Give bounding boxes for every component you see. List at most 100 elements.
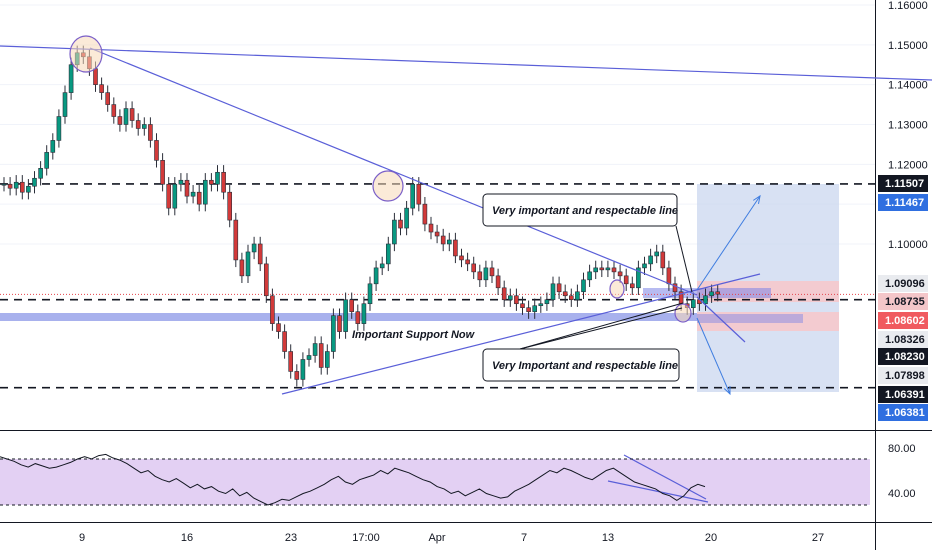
ascending-trendline xyxy=(281,273,761,395)
candle-body xyxy=(495,275,501,289)
entry-box-upper xyxy=(643,288,771,298)
price-tag-box xyxy=(878,386,928,403)
pivot-circle-mid xyxy=(372,170,404,202)
price-tag-label: 1.08230 xyxy=(885,351,925,363)
candle-body xyxy=(233,219,239,261)
price-tag-label: 1.06381 xyxy=(885,407,925,419)
candles xyxy=(1,45,721,387)
time-ticks: 9 16 23 17:00 Apr 7 13 20 27 xyxy=(79,532,824,544)
candle-body xyxy=(203,179,208,205)
candle-body xyxy=(575,291,580,301)
candle-body xyxy=(300,359,306,380)
callout-text-top: Very important and respectable line xyxy=(492,205,678,217)
candle-body xyxy=(617,271,623,277)
candle-body xyxy=(459,255,464,261)
candle-body xyxy=(184,179,190,197)
candle-body xyxy=(68,64,74,93)
callout-pointer-bottom-b xyxy=(519,307,683,350)
candle-body xyxy=(44,152,50,169)
candle-body xyxy=(599,267,605,271)
candle-body xyxy=(593,267,599,273)
candle-body xyxy=(50,140,56,153)
candle-body xyxy=(410,183,416,209)
candle-body xyxy=(349,299,355,312)
candle-body xyxy=(148,124,153,141)
price-tag-box xyxy=(878,331,928,348)
price-tags: 1.11507 1.11467 1.09096 1.08735 1.08602 1.083… xyxy=(878,175,928,421)
rsi-tick-label: 80.00 xyxy=(888,443,916,455)
candle-body xyxy=(392,219,397,245)
price-tick-label: 1.16000 xyxy=(888,0,928,12)
price-tag-box xyxy=(878,175,928,192)
candle-body xyxy=(367,283,373,305)
candle-body xyxy=(471,263,477,273)
up-arrow-head xyxy=(753,194,761,204)
candle-body xyxy=(373,267,379,285)
pivot-circle-recent xyxy=(674,303,692,323)
candle-body xyxy=(123,108,129,125)
down-arrow xyxy=(696,317,731,395)
candle-body xyxy=(636,267,641,289)
candle-body xyxy=(526,307,531,312)
drawings xyxy=(0,35,932,503)
candle-body xyxy=(7,183,13,189)
time-tick-label: 16 xyxy=(181,532,193,544)
candle-body xyxy=(568,295,574,301)
zones xyxy=(0,183,875,505)
candle-body xyxy=(337,315,342,332)
price-tag-box xyxy=(878,275,928,292)
candle-body xyxy=(331,315,336,352)
price-tick-label: 1.10000 xyxy=(888,239,928,251)
candle-body xyxy=(605,267,611,271)
time-tick-label: 13 xyxy=(602,532,614,544)
candle-body xyxy=(422,203,428,225)
candle-body xyxy=(398,219,403,229)
candle-body xyxy=(160,160,165,185)
candle-body xyxy=(56,116,62,141)
candle-body xyxy=(514,295,519,305)
price-tick-label: 1.14000 xyxy=(888,80,928,92)
candle-body xyxy=(318,343,324,368)
time-tick-label: 7 xyxy=(521,532,527,544)
candle-body xyxy=(703,295,708,305)
time-tick-label: 20 xyxy=(705,532,717,544)
pivot-circle-high xyxy=(69,35,103,73)
candle-body xyxy=(221,171,226,193)
price-tag-box xyxy=(878,312,928,329)
candle-body xyxy=(428,223,434,233)
rsi-tick-label: 40.00 xyxy=(888,488,916,500)
candle-body xyxy=(142,124,147,129)
candle-body xyxy=(129,108,135,121)
time-tick-label: 27 xyxy=(812,532,824,544)
price-tag-label: 1.06391 xyxy=(885,389,925,401)
candle-body xyxy=(355,311,361,324)
callout-pointer-top xyxy=(675,225,693,293)
candle-body xyxy=(507,295,513,301)
candle-body xyxy=(117,116,123,125)
price-tag-box xyxy=(878,194,928,211)
candle-body xyxy=(32,177,37,187)
candle-body xyxy=(379,263,385,269)
candle-body xyxy=(99,84,104,93)
price-tag-label: 1.09096 xyxy=(885,278,925,290)
price-tag-box xyxy=(878,367,928,384)
candle-body xyxy=(263,263,269,297)
up-arrow xyxy=(696,195,761,291)
candle-body xyxy=(288,351,294,372)
candle-body xyxy=(690,299,696,309)
candle-body xyxy=(196,191,202,205)
candle-body xyxy=(556,283,562,293)
candle-body xyxy=(581,279,586,293)
candle-body xyxy=(587,271,592,281)
support-label: Important Support Now xyxy=(352,329,476,341)
candle-body xyxy=(623,275,629,285)
candle-body xyxy=(38,168,43,179)
price-tag-label: 1.08326 xyxy=(885,334,925,346)
candle-body xyxy=(19,181,25,193)
candle-body xyxy=(562,291,568,297)
candle-body xyxy=(276,323,281,332)
candle-body xyxy=(532,305,538,312)
price-tick-label: 1.13000 xyxy=(888,119,928,131)
candle-body xyxy=(245,251,251,277)
